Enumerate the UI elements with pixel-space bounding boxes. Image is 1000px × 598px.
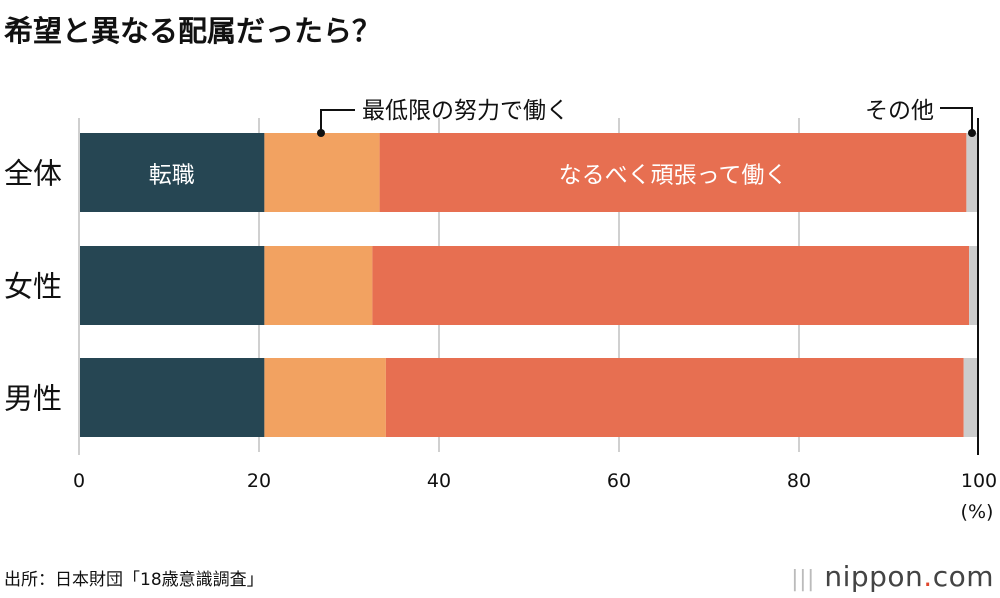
callout-dot-1: [317, 129, 325, 137]
bar-3-0: [966, 133, 979, 212]
callout-line-3: [940, 107, 973, 133]
x-tick-label: 100: [961, 470, 997, 492]
bar-3-2: [963, 358, 979, 437]
bar-2-2: [385, 358, 964, 437]
bar-1-1: [264, 246, 373, 325]
bar-2-1: [372, 246, 970, 325]
series-label-3: その他: [865, 98, 934, 124]
bar-2-0: [379, 133, 967, 212]
category-label: 男性: [4, 382, 62, 416]
x-unit-label: (%): [961, 501, 994, 523]
bar-1-0: [264, 133, 380, 212]
category-label: 全体: [4, 157, 62, 191]
x-tick-label: 80: [787, 470, 811, 492]
x-tick-label: 0: [73, 470, 85, 492]
bar-3-1: [969, 246, 979, 325]
category-label: 女性: [4, 270, 62, 304]
series-label-0: 転職: [149, 163, 195, 189]
bar-0-2: [79, 358, 265, 437]
bar-1-2: [264, 358, 386, 437]
chart-title: 希望と異なる配属だったら？: [4, 14, 382, 48]
series-label-1: 最低限の努力で働く: [362, 98, 569, 124]
bar-0-1: [79, 246, 265, 325]
x-tick-label: 20: [247, 470, 271, 492]
series-label-2: なるべく頑張って働く: [559, 163, 788, 189]
nippon-logo: ||| nippon.com: [791, 560, 994, 593]
bar-0-0: [79, 133, 265, 212]
x-tick-label: 40: [427, 470, 451, 492]
source-note: 出所：日本財団「18歳意識調査」: [4, 570, 264, 590]
callout-line-1: [320, 109, 355, 133]
x-tick-label: 60: [607, 470, 631, 492]
callout-dot-3: [968, 129, 976, 137]
